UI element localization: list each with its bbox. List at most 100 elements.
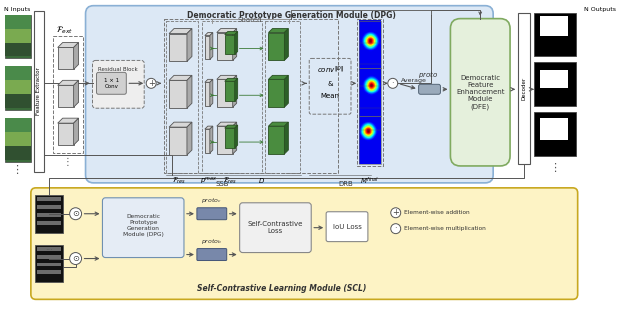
Bar (5, 94, 31, 108)
Text: SSB: SSB (215, 181, 228, 187)
Polygon shape (235, 125, 237, 148)
Bar (5, 118, 31, 132)
Polygon shape (169, 33, 187, 61)
Text: $proto_b$: $proto_b$ (201, 237, 223, 246)
Polygon shape (210, 33, 213, 60)
Text: IoU Loss: IoU Loss (333, 224, 362, 230)
Polygon shape (210, 126, 213, 153)
Bar (35, 245, 63, 282)
Bar (359, 20, 381, 69)
Polygon shape (284, 29, 289, 60)
Polygon shape (205, 79, 213, 82)
Polygon shape (235, 32, 237, 55)
Polygon shape (225, 34, 235, 55)
Text: Element-wise addition: Element-wise addition (404, 210, 469, 215)
Text: Shared: Shared (237, 17, 262, 23)
Text: DRB: DRB (339, 181, 353, 187)
Text: ⋮: ⋮ (549, 163, 561, 173)
Text: N Inputs: N Inputs (4, 7, 30, 12)
Text: $\mathcal{F}_{ext}$: $\mathcal{F}_{ext}$ (56, 25, 73, 36)
Polygon shape (217, 29, 237, 33)
Text: ⊙: ⊙ (72, 254, 79, 263)
Polygon shape (169, 75, 192, 80)
Polygon shape (268, 75, 289, 79)
Bar (37, 246, 61, 250)
Text: Feature Extractor: Feature Extractor (36, 67, 42, 115)
Bar (5, 42, 31, 56)
Bar (37, 221, 61, 225)
Text: Self-Contrastive Learning Module (SCL): Self-Contrastive Learning Module (SCL) (196, 284, 366, 293)
Text: $p^{max}$: $p^{max}$ (200, 176, 218, 187)
Circle shape (388, 78, 397, 88)
Polygon shape (74, 80, 79, 107)
FancyBboxPatch shape (239, 203, 311, 253)
Bar (5, 118, 31, 162)
Circle shape (391, 208, 401, 218)
FancyBboxPatch shape (86, 6, 493, 183)
Bar (534, 13, 575, 56)
Polygon shape (268, 126, 284, 154)
Polygon shape (187, 29, 192, 61)
Bar (166, 20, 198, 173)
Text: Element-wise multiplication: Element-wise multiplication (404, 226, 485, 231)
FancyBboxPatch shape (197, 208, 227, 220)
Bar (37, 213, 61, 217)
Bar (540, 70, 568, 88)
FancyBboxPatch shape (31, 188, 578, 299)
Polygon shape (74, 118, 79, 145)
Bar (359, 116, 381, 164)
Polygon shape (187, 122, 192, 155)
Bar (518, 13, 530, 164)
Text: ·: · (392, 79, 394, 88)
Text: ⋮: ⋮ (63, 157, 72, 167)
Bar (37, 263, 61, 267)
Bar (5, 66, 31, 80)
Polygon shape (217, 122, 237, 126)
Bar (5, 15, 31, 29)
Polygon shape (58, 118, 79, 123)
Bar (534, 62, 575, 106)
Bar (37, 205, 61, 209)
Polygon shape (210, 79, 213, 106)
Text: Average: Average (401, 78, 427, 83)
Polygon shape (217, 79, 233, 107)
Circle shape (391, 224, 401, 234)
FancyBboxPatch shape (102, 198, 184, 258)
Polygon shape (235, 78, 237, 101)
Text: $proto_c$: $proto_c$ (202, 196, 222, 205)
Polygon shape (225, 32, 237, 34)
Polygon shape (205, 126, 213, 129)
Polygon shape (58, 123, 74, 145)
Text: Decoder: Decoder (522, 77, 527, 100)
FancyBboxPatch shape (326, 212, 368, 241)
Bar (540, 118, 568, 140)
Bar (5, 80, 31, 94)
Text: ⋮: ⋮ (12, 165, 22, 175)
Text: ...: ... (45, 243, 52, 252)
Polygon shape (217, 126, 233, 154)
Polygon shape (187, 75, 192, 108)
Polygon shape (268, 79, 284, 107)
Bar (164, 19, 338, 173)
Bar (357, 19, 383, 166)
Polygon shape (284, 122, 289, 154)
FancyBboxPatch shape (451, 19, 510, 166)
Polygon shape (74, 42, 79, 69)
Text: &: & (328, 81, 333, 87)
FancyBboxPatch shape (93, 60, 144, 108)
FancyBboxPatch shape (197, 249, 227, 260)
Bar (5, 29, 31, 42)
Text: $conv^{\|D\|}$: $conv^{\|D\|}$ (317, 65, 344, 76)
Polygon shape (58, 85, 74, 107)
Polygon shape (169, 122, 192, 127)
Polygon shape (225, 78, 237, 81)
FancyBboxPatch shape (419, 84, 440, 94)
Polygon shape (268, 29, 289, 33)
Polygon shape (205, 36, 210, 60)
Bar (5, 146, 31, 160)
Text: Democratic
Feature
Enhancement
Module
(DFE): Democratic Feature Enhancement Module (D… (456, 75, 504, 109)
Text: $D$: $D$ (258, 176, 265, 185)
Text: 1 × 1
Conv: 1 × 1 Conv (104, 78, 119, 89)
Polygon shape (205, 82, 210, 106)
Text: $M^{final}$: $M^{final}$ (360, 176, 380, 187)
